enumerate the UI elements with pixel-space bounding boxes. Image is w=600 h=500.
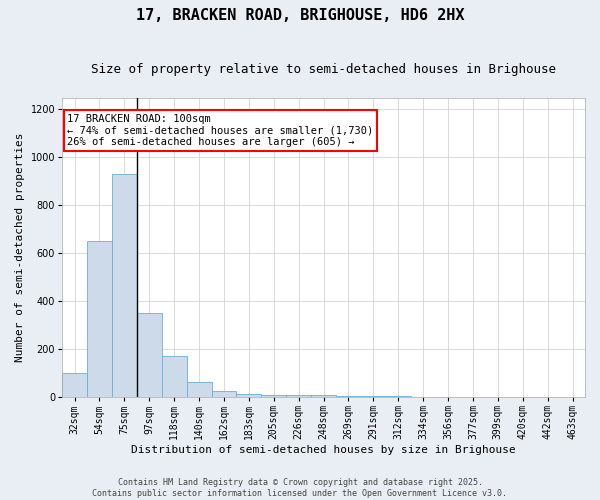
Text: 17, BRACKEN ROAD, BRIGHOUSE, HD6 2HX: 17, BRACKEN ROAD, BRIGHOUSE, HD6 2HX [136,8,464,22]
Text: 17 BRACKEN ROAD: 100sqm
← 74% of semi-detached houses are smaller (1,730)
26% of: 17 BRACKEN ROAD: 100sqm ← 74% of semi-de… [67,114,374,147]
Bar [62,374,87,397]
Bar [112,174,137,397]
X-axis label: Distribution of semi-detached houses by size in Brighouse: Distribution of semi-detached houses by … [131,445,516,455]
Bar [286,395,311,397]
Y-axis label: Number of semi-detached properties: Number of semi-detached properties [15,132,25,362]
Bar [236,394,262,397]
Bar [162,356,187,397]
Bar [262,395,286,397]
Title: Size of property relative to semi-detached houses in Brighouse: Size of property relative to semi-detach… [91,62,556,76]
Bar [87,242,112,397]
Bar [336,396,361,397]
Bar [311,396,336,397]
Bar [187,382,212,397]
Bar [137,314,162,397]
Bar [212,392,236,397]
Bar [386,396,411,397]
Bar [361,396,386,397]
Text: Contains HM Land Registry data © Crown copyright and database right 2025.
Contai: Contains HM Land Registry data © Crown c… [92,478,508,498]
